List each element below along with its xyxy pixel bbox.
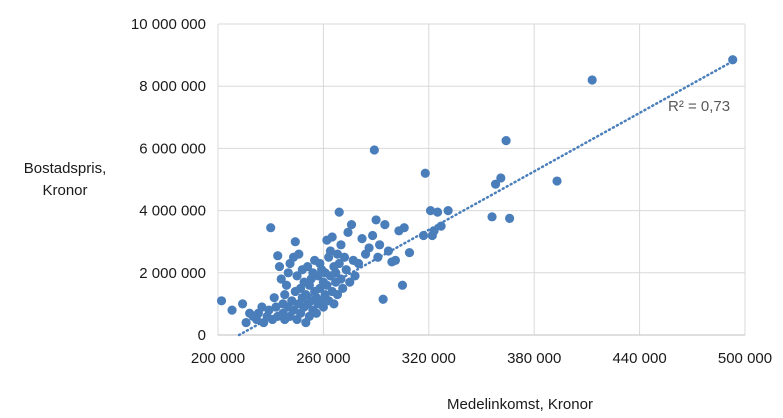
data-point [327,232,337,242]
grid [217,23,746,336]
x-axis-label: Medelinkomst, Kronor [447,396,593,413]
data-point [332,289,343,300]
y-tick-label: 0 [198,327,206,344]
data-point [371,215,381,225]
data-point [375,240,385,250]
data-point [346,219,357,230]
data-point [311,308,321,318]
data-point [273,251,283,261]
data-point [334,207,344,217]
data-point [269,293,279,303]
data-point [487,212,497,222]
x-tick-label: 260 000 [296,350,350,367]
data-point [364,243,374,253]
data-point [339,252,350,262]
data-point [353,258,364,269]
data-point [390,255,401,265]
y-axis-label-line1: Bostadspris, [23,160,107,177]
y-tick-label: 8 000 000 [139,78,206,95]
data-point [341,265,351,275]
data-point [280,289,290,300]
data-point [587,75,597,85]
data-point [399,223,409,233]
data-point [241,317,251,328]
data-point [288,305,299,315]
data-point [357,233,367,244]
data-point [397,280,408,290]
trendline [237,60,734,337]
data-point [274,261,285,272]
data-point [294,249,304,259]
x-tick-label: 200 000 [191,350,245,367]
data-point [290,237,300,247]
data-point [501,136,511,146]
y-tick-label: 4 000 000 [139,203,206,220]
y-axis-label: Bostadspris, Kronor [6,158,124,202]
y-tick-label: 10 000 000 [131,16,206,33]
data-point [283,268,293,278]
data-point [264,305,274,315]
data-point [432,207,443,217]
y-axis-ticks: 0 2 000 000 4 000 000 6 000 000 8 000 000 10 … [131,16,206,344]
data-point [345,277,355,287]
y-tick-label: 6 000 000 [139,140,206,157]
x-tick-label: 380 000 [507,350,561,367]
data-point [420,168,430,178]
x-tick-label: 500 000 [718,350,772,367]
data-point [378,294,388,304]
y-tick-label: 2 000 000 [139,265,206,282]
data-point [276,274,286,284]
data-point [331,268,341,278]
data-point [257,302,267,312]
data-point [552,176,562,186]
data-point [332,249,343,259]
data-points [216,55,738,328]
data-point [329,299,339,309]
data-point [404,247,415,258]
data-point [380,219,390,230]
data-point [281,280,292,290]
x-tick-label: 440 000 [612,350,666,367]
data-point [292,271,302,281]
data-point [237,299,248,309]
data-point [425,206,436,216]
r-squared-label: R² = 0,73 [668,98,730,115]
x-axis-ticks: 200 000 260 000 320 000 380 000 440 000 500 0… [191,350,772,367]
y-axis-label-line2: Kronor [42,181,88,199]
data-point [338,283,348,293]
data-point [350,271,360,281]
data-point [367,230,378,241]
data-point [302,261,313,272]
data-point [334,258,344,269]
data-point [336,240,346,250]
data-point [490,179,501,189]
data-point [443,206,453,216]
data-point [325,246,336,256]
data-point [227,305,237,315]
data-point [301,289,311,300]
data-point [318,302,328,312]
data-point [505,213,515,223]
data-point [496,173,506,183]
data-point [266,223,276,233]
data-point [271,302,281,312]
data-point [369,145,379,155]
x-tick-label: 320 000 [402,350,456,367]
data-point [728,55,738,65]
data-point [216,296,227,306]
data-point [343,227,353,237]
